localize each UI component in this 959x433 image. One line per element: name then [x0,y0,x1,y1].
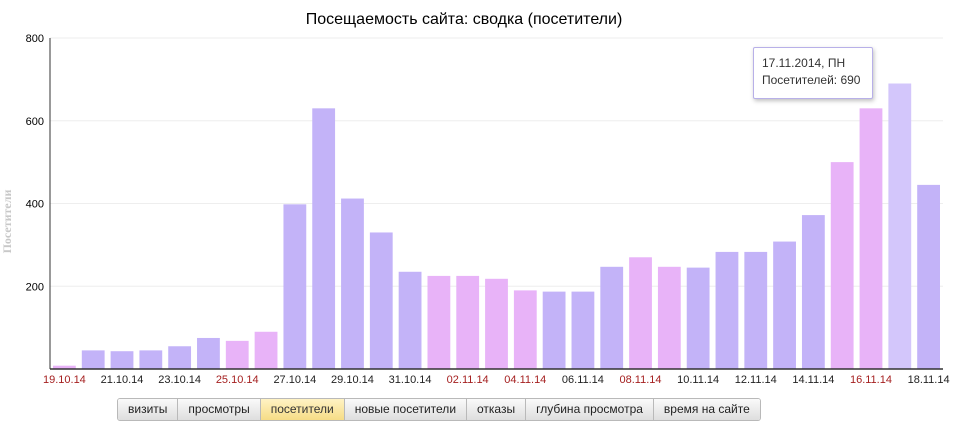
chart-area: Посещаемость сайта: сводка (посетители) 2… [0,11,950,386]
x-tick-label: 08.11.14 [620,374,662,386]
y-axis-label: Посетители [0,190,14,254]
bar-12.11.14 [744,251,768,369]
bar-30.10.14 [369,232,393,369]
tab-view-depth[interactable]: глубина просмотра [526,399,654,420]
tab-visits[interactable]: визиты [118,399,179,420]
tooltip-date: 17.11.2014, ПН [762,56,846,70]
bar-08.11.14 [629,257,652,369]
tab-new-visitors[interactable]: новые посетители [344,399,468,420]
bar-15.11.14 [830,162,854,369]
chart-tooltip: 17.11.2014, ПН Посетителей: 690 [753,47,873,99]
x-tick-label: 02.11.14 [447,374,489,386]
bar-28.10.14 [312,108,336,370]
bar-05.11.14 [542,291,566,369]
tab-pageviews[interactable]: просмотры [178,399,261,420]
chart-title: Посещаемость сайта: сводка (посетители) [306,11,623,28]
y-tick-label: 200 [26,281,44,293]
bar-01.11.14 [427,275,451,369]
x-tick-label: 25.10.14 [216,374,259,386]
bar-04.11.14 [513,290,537,369]
tab-time-on-site[interactable]: время на сайте [653,399,760,420]
tab-bounces[interactable]: отказы [467,399,527,420]
x-tick-label: 04.11.14 [504,374,546,386]
bar-25.10.14 [225,340,249,369]
bar-10.11.14 [686,267,710,369]
x-tick-label: 27.10.14 [273,374,316,386]
tooltip-value: Посетителей: 690 [762,73,861,87]
bar-06.11.14 [571,291,595,369]
bar-21.10.14 [110,351,134,369]
bar-19.10.14 [53,365,76,369]
bar-31.10.14 [398,271,422,369]
bar-11.11.14 [715,251,739,369]
bar-chart: Посещаемость сайта: сводка (посетители) 2… [0,11,950,386]
x-tick-label: 21.10.14 [101,374,144,386]
x-tick-label: 14.11.14 [792,374,834,386]
metric-tabs: визиты просмотры посетители новые посети… [117,398,761,421]
bar-03.11.14 [485,278,508,369]
x-tick-label: 10.11.14 [677,374,719,386]
x-tick-label: 18.11.14 [908,374,950,386]
x-tick-label: 31.10.14 [389,374,432,386]
bar-29.10.14 [341,198,364,369]
tab-visitors[interactable]: посетители [260,399,345,420]
x-tick-label: 29.10.14 [331,374,374,386]
bar-18.11.14 [917,184,940,369]
bar-07.11.14 [600,266,624,369]
bar-26.10.14 [254,331,278,369]
bar-02.11.14 [456,275,480,369]
y-tick-label: 400 [26,199,44,211]
bar-23.10.14 [168,346,192,369]
y-tick-label: 800 [26,33,44,45]
bar-13.11.14 [773,241,796,369]
y-tick-label: 600 [26,116,44,128]
bar-16.11.14 [859,108,883,370]
bar-22.10.14 [139,350,163,369]
bar-27.10.14 [283,204,307,369]
bar-24.10.14 [197,337,220,369]
bar-20.10.14 [81,350,105,369]
bar-09.11.14 [657,266,681,369]
x-tick-label: 16.11.14 [850,374,892,386]
bar-17.11.14 [888,83,912,369]
x-tick-label: 23.10.14 [158,374,201,386]
bar-14.11.14 [801,215,825,369]
x-tick-label: 06.11.14 [562,374,604,386]
x-tick-label: 19.10.14 [43,374,86,386]
x-tick-label: 12.11.14 [735,374,777,386]
